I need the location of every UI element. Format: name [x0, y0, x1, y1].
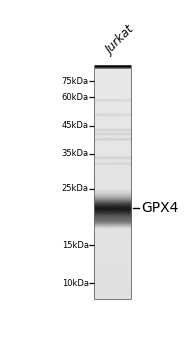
- Text: 25kDa: 25kDa: [62, 184, 89, 194]
- Bar: [94, 68, 131, 299]
- Text: 10kDa: 10kDa: [62, 279, 89, 288]
- Text: 45kDa: 45kDa: [62, 121, 89, 130]
- Text: 15kDa: 15kDa: [62, 241, 89, 250]
- Text: 75kDa: 75kDa: [62, 77, 89, 86]
- Text: Jurkat: Jurkat: [103, 23, 137, 57]
- Text: 60kDa: 60kDa: [62, 93, 89, 102]
- Text: 35kDa: 35kDa: [62, 149, 89, 158]
- Text: GPX4: GPX4: [141, 201, 178, 215]
